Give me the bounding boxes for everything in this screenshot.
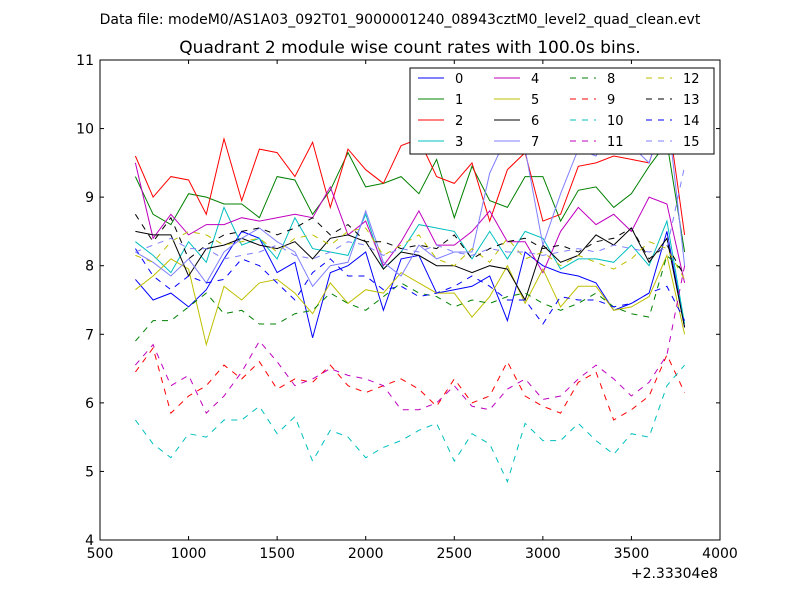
series-line-7 bbox=[135, 107, 686, 288]
axis-ticks: 500 1000 1500 2000 2500 3000 3500 4000456789101… bbox=[76, 53, 738, 562]
legend-label-7: 7 bbox=[531, 135, 539, 150]
legend-label-12: 12 bbox=[683, 72, 700, 87]
legend-label-14: 14 bbox=[683, 114, 700, 129]
legend-label-11: 11 bbox=[607, 135, 624, 150]
series-line-10 bbox=[134, 364, 685, 484]
series-line-11 bbox=[135, 265, 686, 414]
x-tick-label: 500 bbox=[87, 546, 114, 562]
legend-label-15: 15 bbox=[683, 135, 700, 150]
x-tick-label: 3000 bbox=[525, 546, 561, 562]
legend-label-8: 8 bbox=[607, 72, 615, 87]
series-line-5 bbox=[135, 253, 686, 347]
x-tick-label: 4000 bbox=[702, 546, 738, 562]
series-line-3 bbox=[135, 206, 686, 325]
x-tick-label: 3500 bbox=[614, 546, 650, 562]
y-tick-label: 5 bbox=[85, 464, 94, 480]
y-tick-label: 7 bbox=[85, 327, 94, 343]
legend-label-6: 6 bbox=[531, 114, 539, 129]
series-line-0 bbox=[135, 230, 686, 338]
chart-title: Quadrant 2 module wise count rates with … bbox=[179, 38, 640, 58]
series-line-9 bbox=[134, 346, 686, 421]
y-tick-label: 10 bbox=[76, 122, 94, 138]
legend-label-0: 0 bbox=[455, 72, 463, 87]
legend-label-1: 1 bbox=[455, 93, 463, 108]
series-line-12 bbox=[135, 227, 686, 280]
x-offset-label: +2.33304e8 bbox=[631, 566, 718, 582]
y-tick-label: 4 bbox=[85, 533, 94, 549]
legend-label-13: 13 bbox=[683, 93, 700, 108]
series-line-6 bbox=[135, 227, 686, 328]
legend-frame bbox=[409, 67, 715, 155]
legend-label-2: 2 bbox=[455, 114, 463, 129]
plot-frame bbox=[99, 59, 721, 541]
series-line-14 bbox=[134, 248, 686, 325]
y-tick-label: 8 bbox=[85, 259, 94, 275]
legend-label-4: 4 bbox=[531, 72, 539, 87]
x-tick-label: 2000 bbox=[348, 546, 384, 562]
x-tick-label: 1000 bbox=[171, 546, 207, 562]
series-line-15 bbox=[135, 166, 686, 260]
legend-label-10: 10 bbox=[607, 114, 624, 129]
legend-label-3: 3 bbox=[455, 135, 463, 150]
y-tick-label: 9 bbox=[85, 190, 94, 206]
series-line-1 bbox=[134, 141, 686, 253]
series-line-13 bbox=[134, 214, 686, 277]
x-tick-label: 1500 bbox=[259, 546, 295, 562]
legend-label-9: 9 bbox=[607, 93, 615, 108]
y-tick-label: 6 bbox=[85, 396, 94, 412]
chart-suptitle: Data file: modeM0/AS1A03_092T01_90000012… bbox=[100, 12, 701, 28]
y-tick-label: 11 bbox=[76, 53, 94, 69]
series-line-8 bbox=[135, 254, 685, 342]
series-line-4 bbox=[134, 162, 686, 284]
legend-label-5: 5 bbox=[531, 93, 539, 108]
x-tick-label: 2500 bbox=[436, 546, 472, 562]
series-layer bbox=[134, 107, 686, 484]
